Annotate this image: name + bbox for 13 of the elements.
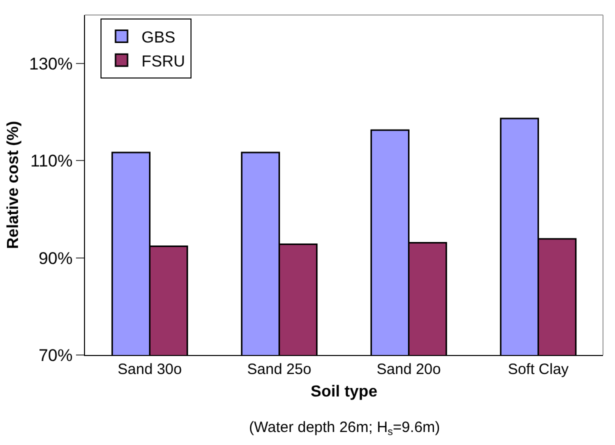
legend-label: FSRU (142, 53, 186, 70)
text: (Water depth 26m; H$_{s}$=9.6m) (249, 419, 440, 438)
y-tick-label: 130% (29, 54, 73, 74)
y-tick-label: 70% (38, 346, 73, 365)
x-tick-label: Soft Clay (508, 361, 570, 378)
x-tick-label: Sand 20o (376, 361, 441, 378)
y-tick-label: 110% (30, 152, 73, 171)
y-axis-title: Relative cost (%) (5, 120, 22, 250)
y-tick-label: 90% (38, 248, 73, 268)
x-axis-title: Soil type (310, 384, 378, 401)
x-tick-label: Sand 25o (247, 361, 312, 378)
x-tick-label: Sand 30o (118, 361, 182, 378)
legend-label: GBS (142, 30, 176, 47)
